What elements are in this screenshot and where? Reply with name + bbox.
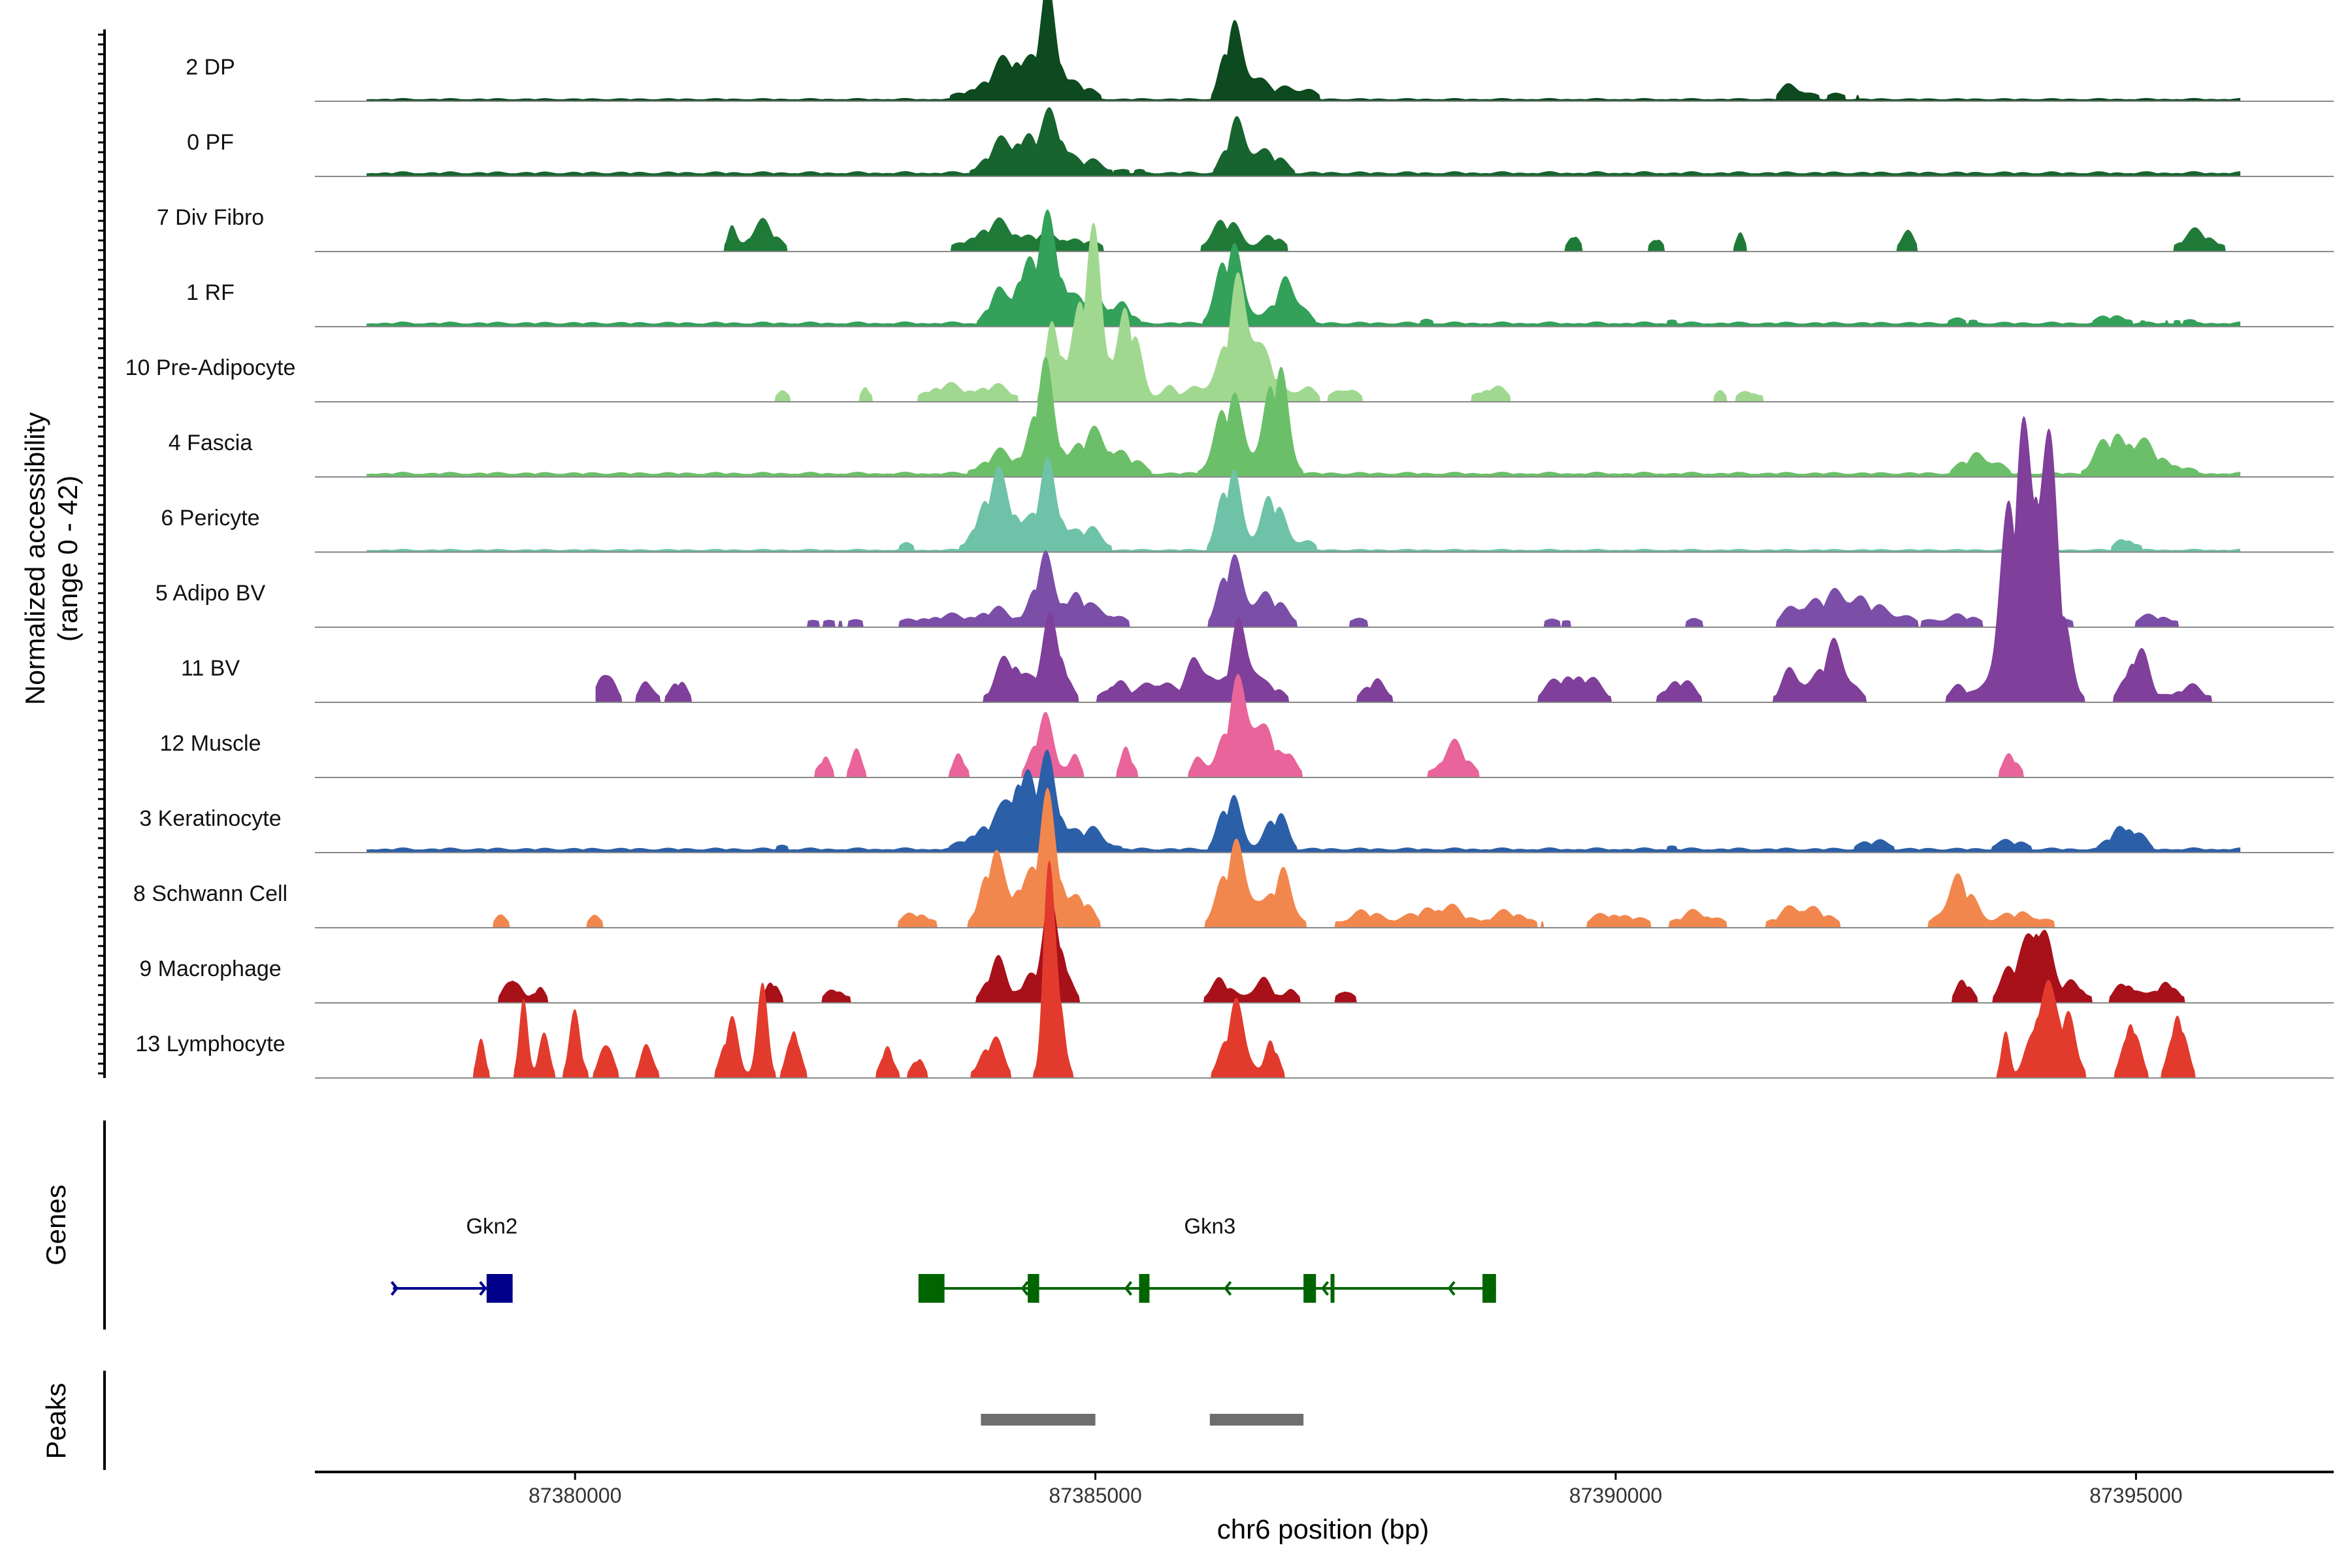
x-tick-label: 87380000 [529,1484,621,1507]
gene-panel: Gkn2 Gkn3 [103,1120,1496,1330]
track-label: 8 Schwann Cell [133,881,287,906]
coverage-area [595,416,2240,703]
strand-chevron [1447,1281,1456,1296]
track-label: 12 Muscle [160,731,261,756]
gene-gkn2: Gkn2 [390,1214,517,1303]
gene-exon [918,1274,945,1303]
track-label: 5 Adipo BV [155,581,266,606]
strand-chevron [1021,1281,1029,1296]
track-label: 4 Fascia [169,431,253,455]
track-12-muscle: 12 Muscle [160,674,2334,778]
strand-chevron [1224,1281,1232,1296]
coverage-area [762,222,1897,402]
track-label: 9 Macrophage [139,956,281,981]
coverage-area [367,356,2241,478]
strand-chevron [479,1281,487,1296]
peak-region [981,1414,1096,1426]
track-label: 2 DP [186,55,235,80]
strand-chevron [390,1281,399,1296]
track-label: 7 Div Fibro [157,205,264,230]
coverage-area [367,749,2241,853]
x-axis-title: chr6 position (bp) [1217,1514,1429,1544]
track-8-schwann-cell: 8 Schwann Cell [133,787,2334,928]
track-label: 10 Pre-Adipocyte [125,355,296,380]
track-0-pf: 0 PF [187,107,2334,177]
peaks-panel-title: Peaks [41,1383,71,1460]
track-13-lymphocyte: 13 Lymphocyte [135,860,2334,1079]
track-label: 11 BV [181,656,240,681]
coverage-area [461,860,2209,1079]
gene-exon [1028,1274,1039,1303]
peak-region [1209,1414,1304,1426]
track-label: 3 Keratinocyte [139,806,281,831]
x-tick-label: 87385000 [1049,1484,1141,1507]
gene-exon [486,1274,513,1303]
track-9-macrophage: 9 Macrophage [139,896,2334,1004]
y-axis-title: Normalized accessibility [20,412,50,705]
gene-exon [1303,1274,1316,1303]
y-axis-range: (range 0 - 42) [52,476,83,642]
track-4-fascia: 4 Fascia [169,356,2334,478]
coverage-area [367,0,2241,102]
gene-exon [1139,1274,1150,1303]
x-tick-label: 87395000 [2089,1484,2182,1507]
coverage-area [367,457,2241,553]
gene-exon [1482,1274,1496,1303]
coverage-area [367,209,2241,327]
genes-panel-title: Genes [41,1184,71,1266]
track-7-div-fibro: 7 Div Fibro [157,205,2334,252]
track-2-dp: 2 DP [186,0,2334,102]
track-label: 1 RF [186,280,235,305]
x-tick-label: 87390000 [1569,1484,1662,1507]
track-3-keratinocyte: 3 Keratinocyte [139,749,2334,853]
coverage-area [367,217,2240,252]
track-label: 13 Lymphocyte [135,1032,285,1056]
x-axis: 87380000 87385000 87390000 87395000 [315,1471,2334,1507]
coverage-area [419,787,2084,928]
gene-label: Gkn2 [466,1214,517,1238]
track-1-rf: 1 RF [186,209,2334,327]
coverage-area [367,107,2241,177]
peak-panel [103,1371,1304,1470]
gene-label: Gkn3 [1184,1214,1235,1238]
track-label: 0 PF [187,130,234,155]
gene-gkn3: Gkn3 [918,1214,1496,1303]
coverage-area [450,896,2188,1004]
strand-chevron [1124,1281,1133,1296]
track-y-axis [98,29,106,1078]
track-11-bv: 11 BV [181,416,2334,703]
strand-chevron [1320,1281,1330,1296]
track-label: 6 Pericyte [161,506,259,531]
gene-exon [1330,1274,1335,1303]
track-6-pericyte: 6 Pericyte [161,457,2334,553]
coverage-area [367,550,2240,628]
coverage-tracks: 2 DP 0 PF 7 Div Fibro 1 RF 10 Pre-Adipocyte 4… [125,0,2334,1079]
